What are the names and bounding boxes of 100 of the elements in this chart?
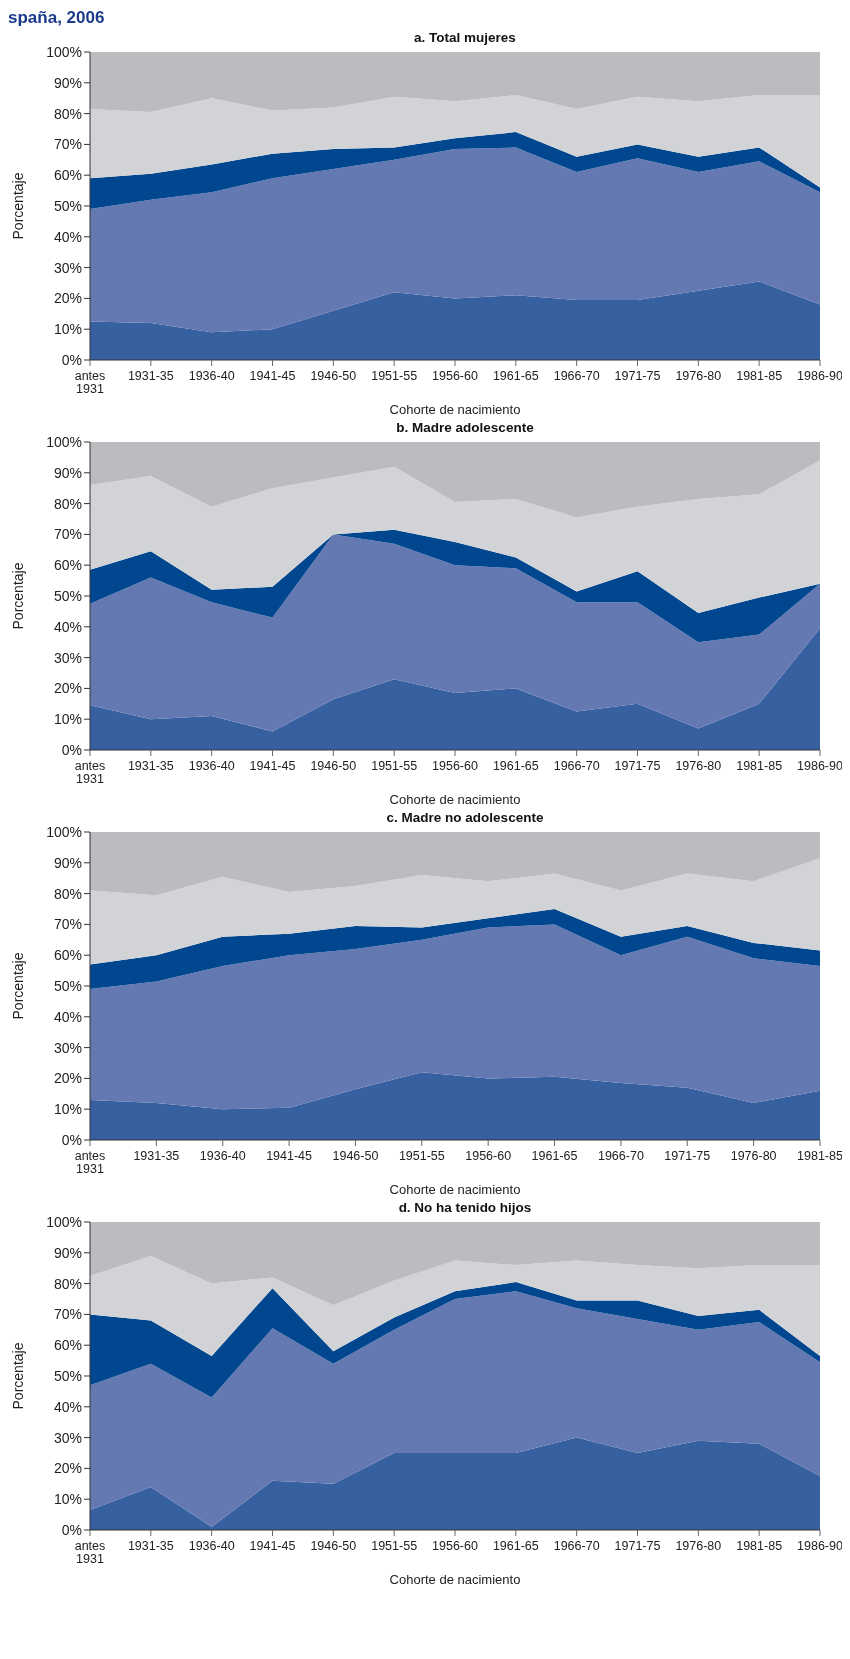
x-tick-label: 1966-70	[553, 1539, 600, 1553]
x-tick-label: 1946-50	[310, 1539, 357, 1553]
x-tick-label: 1961-65	[531, 1149, 578, 1163]
x-tick-label: 1936-40	[188, 369, 235, 383]
y-tick-label: 100%	[46, 43, 82, 60]
y-tick-label: 40%	[53, 228, 82, 245]
x-axis-title: Cohorte de nacimiento	[389, 1182, 521, 1197]
x-tick-label: 1981-85	[736, 369, 783, 383]
chart-title: d. No ha tenido hijos	[398, 1200, 532, 1215]
x-axis-title: Cohorte de nacimiento	[389, 792, 521, 807]
y-tick-label: 80%	[53, 1275, 82, 1292]
y-tick-label: 0%	[61, 351, 82, 368]
y-tick-label: 90%	[53, 464, 82, 481]
x-tick-label: 1931-35	[127, 759, 174, 773]
x-tick-label: antes 1931	[74, 759, 106, 786]
x-tick-label: 1956-60	[432, 369, 478, 383]
x-tick-label: 1961-65	[492, 759, 539, 773]
x-tick-label: 1941-45	[266, 1149, 313, 1163]
x-tick-label: 1976-80	[730, 1149, 777, 1163]
x-tick-label: 1966-70	[553, 759, 600, 773]
x-tick-label: antes 1931	[74, 369, 106, 396]
y-tick-label: 80%	[53, 885, 82, 902]
x-tick-label: 1941-45	[249, 1539, 296, 1553]
y-tick-label: 90%	[53, 854, 82, 871]
x-tick-label: 1986-90	[797, 1539, 843, 1553]
x-tick-label: 1941-45	[249, 759, 296, 773]
x-tick-label: 1981-85	[797, 1149, 843, 1163]
x-tick-label: 1966-70	[597, 1149, 644, 1163]
y-axis-title: Porcentaje	[9, 172, 26, 240]
y-tick-label: 90%	[53, 74, 82, 91]
x-tick-label: 1931-35	[127, 1539, 174, 1553]
x-tick-label: 1951-55	[371, 369, 418, 383]
x-tick-label: antes 1931	[74, 1149, 106, 1176]
y-tick-label: 50%	[53, 1367, 82, 1384]
y-tick-label: 60%	[53, 1337, 82, 1354]
y-tick-label: 100%	[46, 1213, 82, 1230]
y-tick-label: 80%	[53, 495, 82, 512]
y-tick-label: 50%	[53, 587, 82, 604]
y-tick-label: 70%	[53, 916, 82, 933]
y-tick-label: 20%	[53, 1070, 82, 1087]
y-tick-label: 30%	[53, 1039, 82, 1056]
x-tick-label: 1976-80	[675, 369, 722, 383]
x-tick-label: 1951-55	[398, 1149, 445, 1163]
y-tick-label: 50%	[53, 977, 82, 994]
x-tick-label: 1966-70	[553, 369, 600, 383]
x-tick-label: 1971-75	[664, 1149, 711, 1163]
x-tick-label: 1946-50	[310, 369, 357, 383]
x-tick-label: 1961-65	[492, 369, 539, 383]
y-tick-label: 30%	[53, 649, 82, 666]
y-tick-label: 0%	[61, 1521, 82, 1538]
x-tick-label: 1951-55	[371, 1539, 418, 1553]
x-tick-label: 1971-75	[614, 759, 661, 773]
x-tick-label: 1936-40	[199, 1149, 246, 1163]
y-tick-label: 100%	[46, 433, 82, 450]
x-tick-label: 1941-45	[249, 369, 296, 383]
x-tick-label: 1951-55	[371, 759, 418, 773]
y-tick-label: 60%	[53, 167, 82, 184]
y-tick-label: 90%	[53, 1244, 82, 1261]
x-tick-label: 1936-40	[188, 1539, 235, 1553]
y-axis-title: Porcentaje	[9, 1342, 26, 1410]
x-tick-label: 1986-90	[797, 369, 843, 383]
chart-title: a. Total mujeres	[414, 30, 516, 45]
x-tick-label: 1936-40	[188, 759, 235, 773]
y-axis-title: Porcentaje	[9, 952, 26, 1020]
y-tick-label: 10%	[53, 711, 82, 728]
y-tick-label: 10%	[53, 1101, 82, 1118]
x-tick-label: 1946-50	[332, 1149, 379, 1163]
x-tick-label: 1976-80	[675, 1539, 722, 1553]
x-tick-label: 1931-35	[133, 1149, 180, 1163]
y-tick-label: 80%	[53, 105, 82, 122]
y-tick-label: 30%	[53, 259, 82, 276]
y-tick-label: 50%	[53, 197, 82, 214]
y-tick-label: 70%	[53, 136, 82, 153]
x-tick-label: 1961-65	[492, 1539, 539, 1553]
x-tick-label: antes 1931	[74, 1539, 106, 1566]
y-tick-label: 0%	[61, 1131, 82, 1148]
y-tick-label: 10%	[53, 321, 82, 338]
y-tick-label: 100%	[46, 823, 82, 840]
y-tick-label: 30%	[53, 1429, 82, 1446]
x-tick-label: 1971-75	[614, 369, 661, 383]
y-tick-label: 0%	[61, 741, 82, 758]
x-tick-label: 1931-35	[127, 369, 174, 383]
x-tick-label: 1981-85	[736, 1539, 783, 1553]
y-tick-label: 70%	[53, 526, 82, 543]
y-tick-label: 60%	[53, 947, 82, 964]
y-tick-label: 60%	[53, 557, 82, 574]
x-axis-title: Cohorte de nacimiento	[389, 1572, 521, 1587]
chart-title: c. Madre no adolescente	[386, 810, 544, 825]
x-axis-title: Cohorte de nacimiento	[389, 402, 521, 417]
x-tick-label: 1956-60	[432, 1539, 478, 1553]
x-tick-label: 1976-80	[675, 759, 722, 773]
x-tick-label: 1986-90	[797, 759, 843, 773]
x-tick-label: 1956-60	[432, 759, 478, 773]
x-tick-label: 1971-75	[614, 1539, 661, 1553]
text: spaña, 2006	[8, 8, 106, 29]
x-tick-label: 1981-85	[736, 759, 783, 773]
y-tick-label: 40%	[53, 618, 82, 635]
y-tick-label: 20%	[53, 290, 82, 307]
y-tick-label: 40%	[53, 1398, 82, 1415]
x-tick-label: 1956-60	[465, 1149, 512, 1163]
